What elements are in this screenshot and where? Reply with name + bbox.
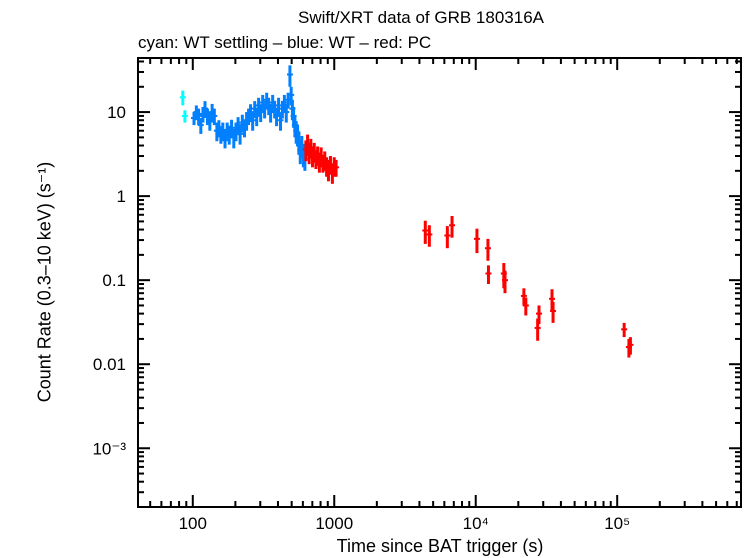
x-tick-label: 10⁴ (463, 514, 489, 533)
data-point (235, 117, 242, 136)
data-point (197, 118, 204, 134)
y-tick-label: 0.1 (102, 271, 126, 290)
x-axis-label: Time since BAT trigger (s) (336, 536, 544, 556)
data-point (484, 238, 491, 261)
chart-subtitle: cyan: WT settling – blue: WT – red: PC (138, 33, 432, 52)
chart-title: Swift/XRT data of GRB 180316A (297, 8, 544, 27)
data-point (550, 301, 557, 323)
x-tick-label: 100 (179, 514, 207, 533)
data-point (195, 108, 202, 126)
y-tick-label: 1 (117, 187, 126, 206)
data-point (283, 103, 290, 123)
data-point (449, 216, 456, 238)
data-point (275, 97, 282, 116)
data-point (520, 288, 527, 306)
data-point (422, 220, 429, 244)
data-point (228, 119, 235, 139)
data-point (253, 107, 260, 127)
data-point (286, 65, 293, 87)
data-point (211, 108, 218, 126)
data-point (485, 265, 492, 285)
data-point (179, 90, 186, 106)
data-point (473, 228, 480, 254)
y-tick-label: 0.01 (93, 355, 126, 374)
data-point (535, 305, 542, 325)
data-point (426, 225, 433, 247)
data-point (181, 110, 188, 123)
data-point (333, 159, 340, 177)
data-point (501, 270, 508, 294)
data-point (273, 107, 280, 127)
data-point (281, 94, 288, 113)
x-tick-label: 10⁵ (604, 514, 630, 533)
y-tick-label: 10⁻³ (92, 439, 126, 458)
y-tick-label: 10 (107, 103, 126, 122)
data-point (277, 112, 284, 131)
data-point (444, 226, 451, 249)
data-point (621, 322, 628, 338)
data-point (237, 125, 244, 145)
data-point (627, 337, 634, 355)
data-point (522, 297, 529, 316)
plot-frame (137, 57, 742, 508)
data-point (249, 112, 256, 131)
x-tick-label: 1000 (315, 514, 353, 533)
